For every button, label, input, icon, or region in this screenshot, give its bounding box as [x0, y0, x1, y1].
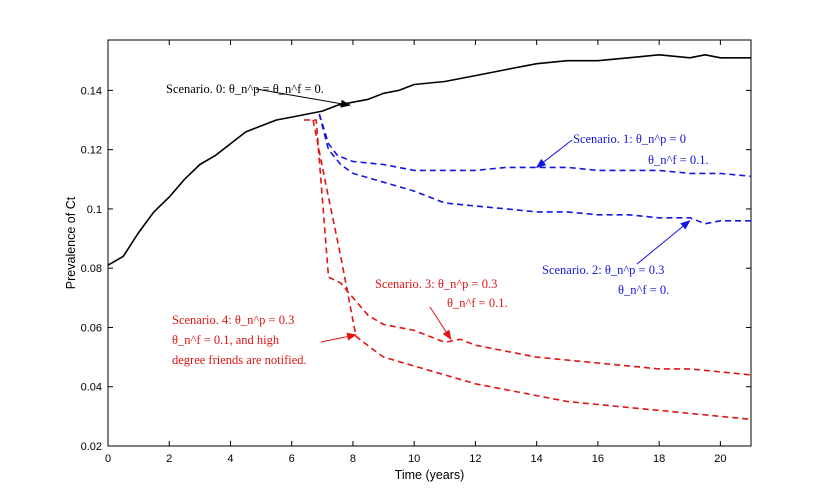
series-group	[107, 53, 752, 421]
y-axis-label: Prevalence of Ct	[64, 196, 78, 289]
x-tick-label: 4	[227, 453, 233, 465]
x-tick-label: 20	[714, 453, 726, 465]
annotation-arrow-s0	[255, 88, 351, 108]
annotation-scenario-2: Scenario. 2: θ_n^p = 0.3 θ_n^f = 0.	[542, 263, 669, 297]
series-line-scenario-3	[304, 119, 752, 376]
x-tick-label: 0	[105, 453, 111, 465]
annotation-scenario-0: Scenario. 0: θ_n^p = θ_n^f = 0.	[166, 82, 324, 96]
annotation-scenario-1-line-1: Scenario. 1: θ_n^p = 0	[573, 132, 686, 146]
y-tick-label: 0.14	[81, 85, 102, 97]
annotation-scenario-3-line-1: Scenario. 3: θ_n^p = 0.3	[375, 277, 497, 291]
y-tick-label: 0.1	[87, 204, 102, 216]
x-tick-label: 2	[166, 453, 172, 465]
series-line-scenario-2	[318, 113, 751, 225]
y-tick-label: 0.06	[81, 322, 102, 334]
x-tick-label: 18	[653, 453, 665, 465]
annotation-scenario-4-line-2: θ_n^f = 0.1, and high	[172, 333, 280, 347]
x-tick-label: 14	[531, 453, 543, 465]
x-tick-label: 12	[469, 453, 481, 465]
annotation-scenario-1-line-2: θ_n^f = 0.1.	[648, 153, 709, 167]
annotation-arrow-s4	[320, 332, 357, 343]
annotation-arrow-s1	[535, 139, 573, 169]
annotation-scenario-4-line-1: Scenario. 4: θ_n^p = 0.3	[172, 313, 294, 327]
annotation-scenario-3-line-2: θ_n^f = 0.1.	[447, 296, 508, 310]
x-tick-label: 16	[592, 453, 604, 465]
annotation-arrows	[255, 88, 691, 343]
x-tick-label: 6	[289, 453, 295, 465]
annotation-scenario-1: Scenario. 1: θ_n^p = 0 θ_n^f = 0.1.	[573, 132, 709, 167]
y-tick-label: 0.04	[81, 382, 102, 394]
series-line-scenario-4	[312, 119, 752, 421]
annotation-scenario-4: Scenario. 4: θ_n^p = 0.3 θ_n^f = 0.1, an…	[172, 313, 307, 367]
annotation-arrow-s2	[636, 220, 691, 265]
annotation-scenario-4-line-3: degree friends are notified.	[172, 353, 307, 367]
annotation-scenario-2-line-2: θ_n^f = 0.	[618, 283, 669, 297]
x-tick-label: 10	[408, 453, 420, 465]
plot-frame	[107, 39, 752, 447]
axis-ticks: 0 2 4 6 8 10 12 14 16 18 20 0.02 0.04 0.06 0.08 0.1 0.12…	[81, 40, 751, 465]
annotation-arrow-s3	[429, 306, 452, 341]
annotation-scenario-0-line-1: Scenario. 0: θ_n^p = θ_n^f = 0.	[166, 82, 324, 96]
annotation-scenario-2-line-1: Scenario. 2: θ_n^p = 0.3	[542, 263, 664, 277]
x-axis-label: Time (years)	[395, 468, 465, 482]
y-tick-label: 0.02	[81, 441, 102, 453]
x-tick-label: 8	[350, 453, 356, 465]
annotation-scenario-3: Scenario. 3: θ_n^p = 0.3 θ_n^f = 0.1.	[375, 277, 508, 310]
series-line-scenario-0	[107, 53, 751, 266]
y-tick-label: 0.08	[81, 263, 102, 275]
y-tick-label: 0.12	[81, 145, 102, 157]
